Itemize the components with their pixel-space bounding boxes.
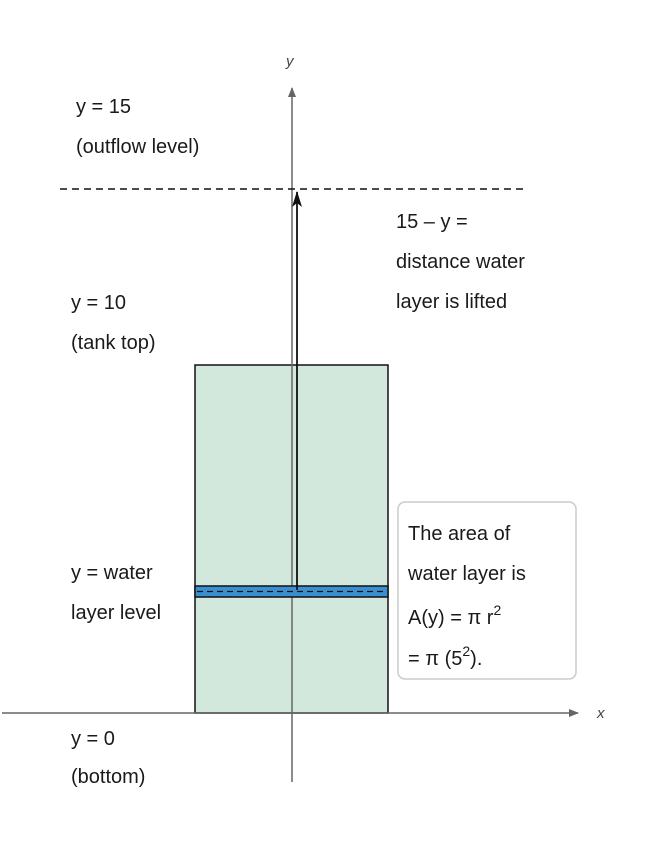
tank-top-label: y = 10 bbox=[71, 292, 126, 314]
area-formula-exponent: 2 bbox=[493, 602, 501, 618]
x-axis-label: x bbox=[596, 705, 605, 722]
water-layer-label: y = water bbox=[71, 562, 153, 584]
tank-top-note: (tank top) bbox=[71, 332, 155, 354]
y-axis-label: y bbox=[285, 53, 295, 70]
bottom-note: (bottom) bbox=[71, 766, 145, 788]
bottom-label: y = 0 bbox=[71, 728, 115, 750]
water-layer-note: layer level bbox=[71, 602, 161, 624]
distance-label-line1: 15 – y = bbox=[396, 211, 468, 233]
distance-label-line2: distance water bbox=[396, 251, 525, 273]
area-value-b: ). bbox=[470, 648, 482, 670]
area-value: = π (52). bbox=[408, 643, 482, 670]
outflow-level-label: y = 15 bbox=[76, 96, 131, 118]
area-value-exponent: 2 bbox=[462, 643, 470, 659]
area-box-line2: water layer is bbox=[407, 563, 526, 585]
distance-label-line3: layer is lifted bbox=[396, 291, 507, 313]
area-info-box bbox=[397, 501, 577, 680]
area-formula-main: A(y) = π r bbox=[408, 607, 494, 629]
area-value-a: = π (5 bbox=[408, 648, 462, 670]
area-box-line1: The area of bbox=[408, 523, 511, 545]
area-formula: A(y) = π r2 bbox=[408, 602, 501, 629]
outflow-level-note: (outflow level) bbox=[76, 136, 199, 158]
